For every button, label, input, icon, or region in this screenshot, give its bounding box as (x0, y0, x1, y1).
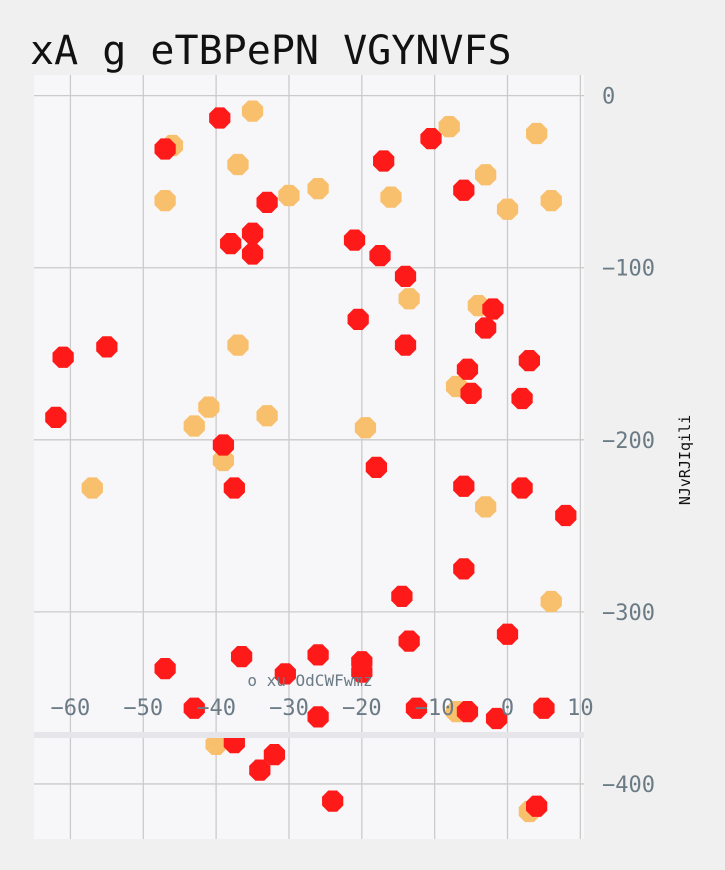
scatter-point (183, 697, 205, 719)
scatter-point (373, 150, 395, 172)
scatter-point (496, 623, 519, 645)
y-tick-label: 0 (602, 85, 615, 110)
scatter-point (526, 122, 548, 145)
scatter-point (398, 630, 420, 652)
scatter-point (540, 590, 562, 613)
scatter-point (45, 406, 67, 429)
scatter-point (307, 644, 329, 666)
x-tick-label: −10 (415, 696, 455, 721)
scatter-point (256, 405, 278, 427)
scatter-point (453, 475, 475, 497)
scatter-point (209, 107, 231, 129)
y-tick-label: −100 (602, 257, 655, 282)
plot-separator (34, 732, 584, 738)
scatter-point (227, 334, 249, 356)
scatter-point (485, 707, 508, 730)
scatter-point (482, 298, 504, 320)
scatter-point (405, 697, 428, 719)
scatter-point (456, 358, 479, 380)
x-tick-label: −30 (269, 696, 309, 721)
scatter-point (453, 179, 475, 201)
y-tick-label: −300 (602, 601, 655, 626)
scatter-point (307, 177, 329, 200)
scatter-point (278, 184, 300, 207)
scatter-point (456, 701, 479, 723)
scatter-point (475, 164, 497, 186)
scatter-point (322, 790, 344, 812)
scatter-point (347, 308, 369, 330)
y-axis-label: NJvRJIqili (676, 415, 694, 505)
scatter-point (52, 346, 74, 368)
scatter-point (154, 138, 176, 160)
chart-title: xA g eTBPePN VGYNVFS (30, 28, 512, 74)
scatter-point (533, 697, 555, 719)
scatter-point (420, 128, 442, 150)
scatter-point (223, 477, 245, 499)
scatter-point (496, 198, 519, 220)
scatter-point (394, 265, 417, 287)
scatter-point (394, 334, 417, 356)
scatter-series (45, 107, 577, 817)
scatter-point (307, 706, 329, 728)
scatter-point (205, 733, 227, 755)
scatter-point (354, 417, 377, 439)
y-tick-labels: 0 −100 −200 −300 −400 (602, 85, 655, 798)
plot-area-lower (34, 738, 584, 839)
scatter-point (263, 744, 286, 766)
scatter-point (183, 415, 205, 437)
scatter-point (241, 222, 264, 244)
scatter-point (460, 382, 482, 404)
scatter-point (274, 663, 296, 685)
y-tick-label: −200 (602, 429, 655, 454)
scatter-point (511, 387, 533, 410)
x-tick-label: −50 (123, 696, 163, 721)
x-tick-label: −20 (342, 696, 382, 721)
scatter-point (230, 645, 253, 668)
scatter-point (511, 477, 533, 499)
x-axis-label: o xu OdCWFwmz (247, 671, 372, 690)
x-tick-label: 10 (567, 696, 594, 721)
scatter-point (81, 477, 103, 499)
scatter-point (453, 558, 475, 580)
scatter-point (343, 229, 366, 251)
scatter-point (526, 795, 548, 817)
scatter-point (212, 449, 235, 472)
scatter-point (391, 585, 413, 607)
scatter-point (380, 186, 402, 208)
scatter-point (154, 658, 176, 680)
scatter-point (227, 153, 249, 176)
x-tick-label: 0 (501, 696, 514, 721)
scatter-point (249, 759, 271, 781)
scatter-point (438, 116, 460, 138)
scatter-point (241, 243, 264, 265)
x-tick-label: −60 (51, 696, 91, 721)
x-tick-label: −40 (196, 696, 236, 721)
scatter-point (241, 100, 264, 122)
scatter-point (475, 496, 497, 518)
scatter-point (351, 661, 373, 683)
data-points (45, 100, 577, 823)
scatter-point (365, 456, 388, 478)
scatter-point (540, 189, 562, 212)
y-tick-label: −400 (602, 773, 655, 798)
scatter-point (198, 396, 220, 418)
scatter-point (212, 434, 235, 456)
scatter-point (154, 189, 176, 212)
scatter-point (256, 191, 278, 213)
scatter-point (398, 288, 420, 310)
x-tick-labels: −60 −50 −40 −30 −20 −10 0 10 (51, 696, 594, 721)
scatter-point (518, 350, 540, 372)
scatter-point (220, 233, 242, 255)
scatter-point (555, 504, 577, 527)
scatter-point (96, 336, 118, 358)
scatter-point (475, 317, 497, 339)
scatter-point (369, 245, 391, 267)
